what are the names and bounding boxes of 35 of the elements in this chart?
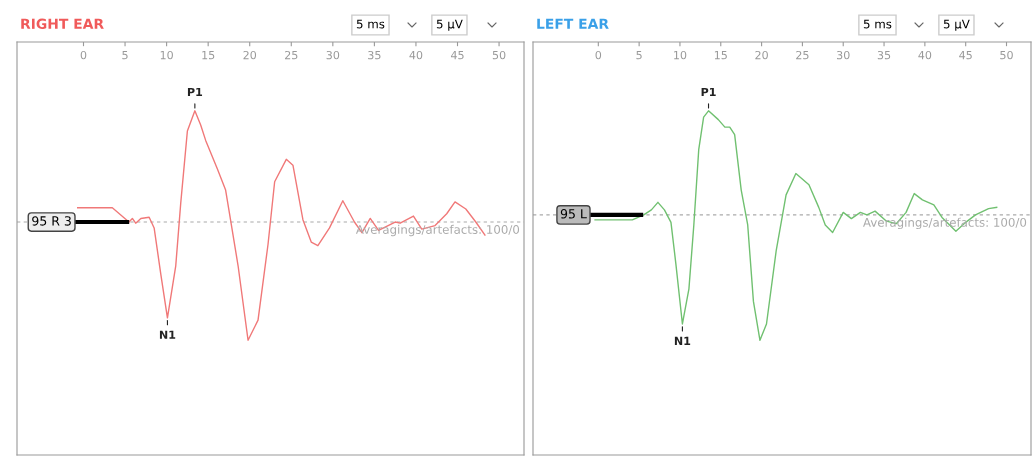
- annotation: N1: [159, 330, 176, 339]
- x-tick-label: 10: [674, 50, 687, 60]
- x-tick-label: 20: [243, 50, 257, 60]
- text: 5 ms: [863, 19, 892, 29]
- annotation: P1: [187, 87, 203, 97]
- x-tick-label: 30: [837, 50, 850, 60]
- x-tick-label: 0: [595, 50, 602, 60]
- x-tick-label: 35: [368, 50, 381, 60]
- x-tick-label: 5: [636, 51, 642, 60]
- x-tick-label: 5: [122, 51, 128, 60]
- x-tick-label: 15: [714, 51, 727, 60]
- text: 5 µV: [436, 19, 463, 31]
- x-tick-label: 10: [160, 50, 173, 60]
- x-tick-label: 50: [492, 50, 506, 60]
- x-tick-label: 0: [80, 50, 87, 60]
- x-tick-label: 20: [755, 50, 768, 60]
- annotation: Averagings/artefacts: 100/0: [355, 224, 520, 237]
- text: 5 ms: [356, 19, 385, 29]
- annotation: 95 L: [560, 209, 587, 219]
- x-tick-label: 25: [285, 50, 298, 60]
- text: 5 µV: [943, 19, 970, 31]
- x-tick-label: 40: [409, 50, 423, 60]
- x-tick-label: 45: [450, 51, 464, 60]
- x-tick-label: 50: [1000, 50, 1013, 60]
- x-tick-label: 30: [326, 50, 340, 60]
- x-tick-label: 25: [796, 50, 809, 60]
- annotation: P1: [701, 87, 716, 97]
- x-tick-label: 45: [959, 51, 972, 60]
- x-tick-label: 15: [202, 51, 215, 60]
- annotation: 95 R 3: [32, 216, 71, 226]
- annotation: N1: [674, 336, 691, 345]
- chart-title: RIGHT EAR: [21, 18, 104, 30]
- x-tick-label: 40: [918, 50, 932, 60]
- x-tick-label: 35: [877, 50, 891, 60]
- chart-title: LEFT EAR: [537, 18, 609, 29]
